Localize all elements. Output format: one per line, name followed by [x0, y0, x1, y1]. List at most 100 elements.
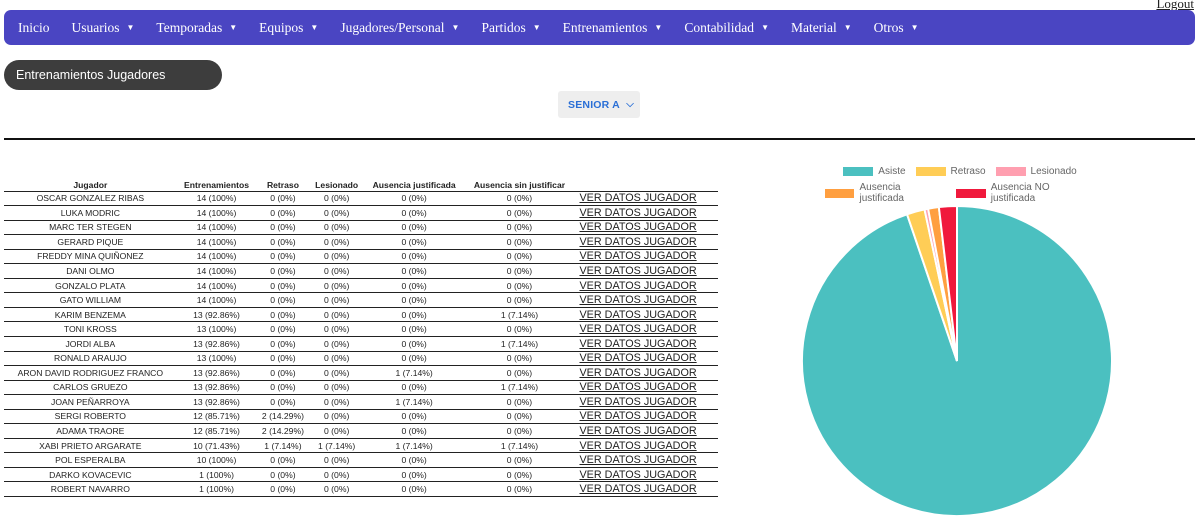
- stat-cell: 0 (0%): [309, 263, 364, 279]
- player-name-cell: GONZALO PLATA: [4, 278, 177, 294]
- player-name-cell: SERGI ROBERTO: [4, 409, 177, 425]
- team-select[interactable]: SENIOR A ⌵: [558, 91, 640, 118]
- player-name-cell: GERARD PIQUE: [4, 234, 177, 250]
- view-player-data-link[interactable]: VER DATOS JUGADOR: [579, 395, 697, 408]
- legend-swatch: [825, 188, 855, 198]
- nav-item-contabilidad[interactable]: Contabilidad ▼: [684, 20, 769, 36]
- table-row: LUKA MODRIC 14 (100%) 0 (0%) 0 (0%) 0 (0%) 0 …: [4, 205, 718, 221]
- nav-item-equipos[interactable]: Equipos ▼: [259, 20, 318, 36]
- nav-item-material[interactable]: Material ▼: [791, 20, 852, 36]
- stat-cell: 0 (0%): [309, 249, 364, 265]
- legend-item[interactable]: Ausencia justificada: [825, 182, 946, 204]
- stat-cell: 0 (0%): [363, 336, 465, 352]
- action-cell: VER DATOS JUGADOR: [574, 234, 718, 250]
- stat-cell: 0 (0%): [256, 394, 310, 410]
- table-row: TONI KROSS 13 (100%) 0 (0%) 0 (0%) 0 (0%) 0 (…: [4, 321, 718, 337]
- view-player-data-link[interactable]: VER DATOS JUGADOR: [579, 192, 697, 205]
- legend-label: Ausencia justificada: [859, 182, 904, 204]
- view-player-data-link[interactable]: VER DATOS JUGADOR: [579, 221, 697, 234]
- view-player-data-link[interactable]: VER DATOS JUGADOR: [579, 468, 697, 481]
- stat-cell: 1 (7.14%): [464, 336, 575, 352]
- action-cell: VER DATOS JUGADOR: [574, 409, 718, 425]
- nav-item-temporadas[interactable]: Temporadas ▼: [156, 20, 237, 36]
- legend-item[interactable]: Ausencia NO justificada: [956, 182, 1095, 204]
- stat-cell: 0 (0%): [309, 409, 364, 425]
- nav-item-otros[interactable]: Otros ▼: [874, 20, 919, 36]
- view-player-data-link[interactable]: VER DATOS JUGADOR: [579, 366, 697, 379]
- table-row: ROBERT NAVARRO 1 (100%) 0 (0%) 0 (0%) 0 (0%)…: [4, 481, 718, 497]
- stat-cell: 14 (100%): [176, 278, 257, 294]
- stat-cell: 0 (0%): [309, 205, 364, 221]
- stat-cell: 0 (0%): [256, 263, 310, 279]
- table-row: GATO WILLIAM 14 (100%) 0 (0%) 0 (0%) 0 (0%) 0…: [4, 292, 718, 308]
- view-player-data-link[interactable]: VER DATOS JUGADOR: [579, 381, 697, 394]
- nav-item-jugadores-personal[interactable]: Jugadores/Personal ▼: [340, 20, 459, 36]
- table-row: ADAMA TRAORE 12 (85.71%) 2 (14.29%) 0 (0%) 0…: [4, 423, 718, 439]
- view-player-data-link[interactable]: VER DATOS JUGADOR: [579, 425, 697, 438]
- action-cell: VER DATOS JUGADOR: [574, 191, 718, 207]
- stat-cell: 0 (0%): [256, 351, 310, 367]
- main-navbar: Inicio Usuarios ▼ Temporadas ▼ Equipos ▼ Jugado…: [4, 10, 1195, 45]
- nav-item-label: Material: [790, 19, 837, 35]
- nav-item-usuarios[interactable]: Usuarios ▼: [72, 20, 135, 36]
- legend-item[interactable]: Lesionado: [995, 166, 1077, 177]
- stat-cell: 0 (0%): [256, 307, 310, 323]
- view-player-data-link[interactable]: VER DATOS JUGADOR: [579, 279, 697, 292]
- players-table: Jugador Entrenamientos Retraso Lesionado Aus…: [4, 180, 718, 497]
- table-row: SERGI ROBERTO 12 (85.71%) 2 (14.29%) 0 (0%)…: [4, 409, 718, 425]
- nav-item-inicio[interactable]: Inicio: [18, 20, 50, 36]
- nav-item-entrenamientos[interactable]: Entrenamientos ▼: [563, 20, 663, 36]
- legend-item[interactable]: Asiste: [843, 166, 906, 177]
- column-header: Ausencia justificada: [363, 180, 465, 192]
- stat-cell: 14 (100%): [176, 191, 257, 207]
- view-player-data-link[interactable]: VER DATOS JUGADOR: [579, 483, 697, 496]
- view-player-data-link[interactable]: VER DATOS JUGADOR: [579, 410, 697, 423]
- view-player-data-link[interactable]: VER DATOS JUGADOR: [579, 265, 697, 277]
- stat-cell: 0 (0%): [309, 452, 364, 468]
- player-name-cell: MARC TER STEGEN: [4, 220, 177, 236]
- stat-cell: 14 (100%): [176, 220, 257, 236]
- legend-item[interactable]: Retraso: [915, 166, 986, 177]
- nav-item-partidos[interactable]: Partidos ▼: [481, 20, 540, 36]
- column-header: Ausencia sin justificar: [464, 180, 575, 192]
- table-row: JORDI ALBA 13 (92.86%) 0 (0%) 0 (0%) 0 (0%) 1…: [4, 336, 718, 352]
- player-name-cell: KARIM BENZEMA: [4, 307, 177, 323]
- caret-down-icon: ▼: [229, 23, 238, 32]
- logout-link[interactable]: Logout: [1156, 0, 1194, 11]
- player-name-cell: ARON DAVID RODRIGUEZ FRANCO: [4, 365, 177, 381]
- stat-cell: 0 (0%): [363, 380, 465, 396]
- stat-cell: 0 (0%): [464, 452, 575, 468]
- stat-cell: 0 (0%): [256, 452, 310, 468]
- view-player-data-link[interactable]: VER DATOS JUGADOR: [579, 323, 697, 336]
- stat-cell: 0 (0%): [464, 292, 575, 308]
- stat-cell: 0 (0%): [309, 292, 364, 308]
- view-player-data-link[interactable]: VER DATOS JUGADOR: [579, 250, 697, 263]
- view-player-data-link[interactable]: VER DATOS JUGADOR: [579, 235, 697, 248]
- stat-cell: 0 (0%): [464, 321, 575, 337]
- caret-down-icon: ▼: [451, 23, 460, 32]
- stat-cell: 10 (71.43%): [176, 438, 257, 454]
- stat-cell: 2 (14.29%): [256, 409, 310, 425]
- view-player-data-link[interactable]: VER DATOS JUGADOR: [579, 439, 697, 452]
- action-cell: VER DATOS JUGADOR: [574, 263, 718, 279]
- view-player-data-link[interactable]: VER DATOS JUGADOR: [579, 308, 697, 321]
- view-player-data-link[interactable]: VER DATOS JUGADOR: [579, 206, 697, 219]
- table-header-row: Jugador Entrenamientos Retraso Lesionado Aus…: [4, 180, 718, 192]
- action-cell: VER DATOS JUGADOR: [574, 380, 718, 396]
- pie-slice-ausencia-no-justificada[interactable]: [937, 204, 958, 362]
- player-name-cell: TONI KROSS: [4, 321, 177, 337]
- stat-cell: 0 (0%): [309, 423, 364, 439]
- legend-label: Lesionado: [1030, 166, 1077, 177]
- stat-cell: 13 (92.86%): [176, 336, 257, 352]
- stat-cell: 0 (0%): [309, 307, 364, 323]
- action-cell: VER DATOS JUGADOR: [574, 365, 718, 381]
- player-name-cell: OSCAR GONZALEZ RIBAS: [4, 191, 177, 207]
- stat-cell: 0 (0%): [256, 292, 310, 308]
- view-player-data-link[interactable]: VER DATOS JUGADOR: [579, 352, 697, 365]
- view-player-data-link[interactable]: VER DATOS JUGADOR: [579, 337, 697, 350]
- caret-down-icon: ▼: [761, 23, 769, 32]
- stat-cell: 0 (0%): [256, 467, 310, 483]
- stat-cell: 0 (0%): [363, 263, 465, 279]
- view-player-data-link[interactable]: VER DATOS JUGADOR: [579, 294, 697, 307]
- view-player-data-link[interactable]: VER DATOS JUGADOR: [579, 454, 697, 467]
